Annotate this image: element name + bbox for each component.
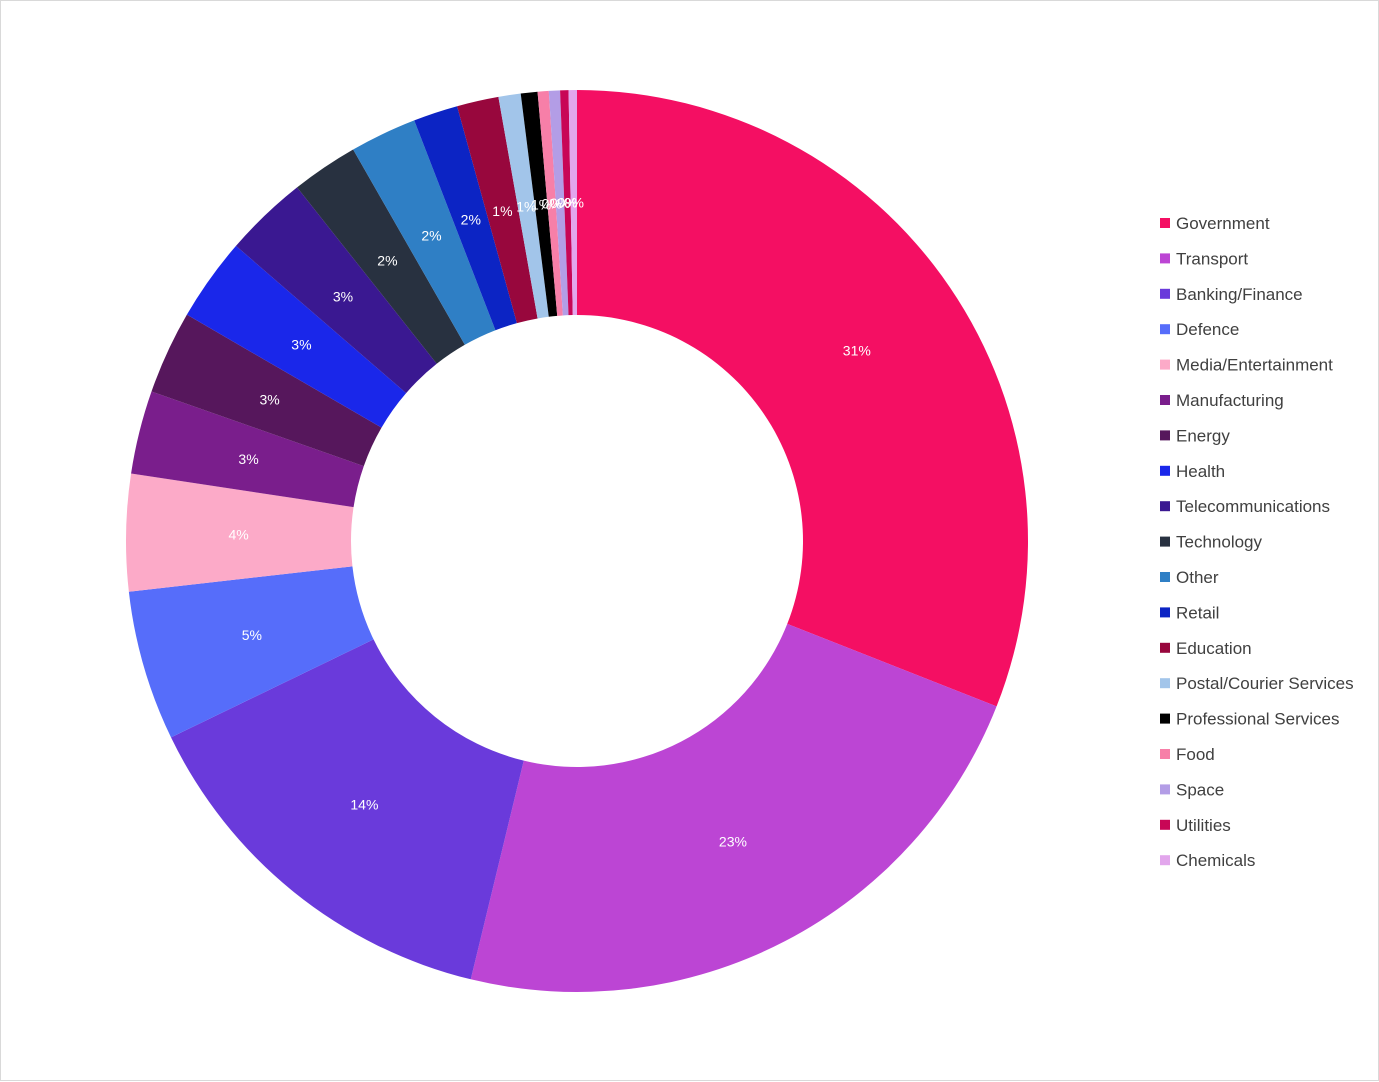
slice-label-banking-finance: 14% xyxy=(350,796,378,812)
legend-label-space: Space xyxy=(1176,780,1224,799)
slice-label-other: 2% xyxy=(421,227,441,243)
slice-label-utilities: 0% xyxy=(557,195,577,211)
slice-manufacturing xyxy=(131,391,364,508)
legend-label-media-entertainment: Media/Entertainment xyxy=(1176,356,1333,375)
legend-swatch-media-entertainment xyxy=(1160,359,1170,370)
slice-label-health: 3% xyxy=(291,336,311,352)
legend-swatch-government xyxy=(1160,218,1170,228)
legend-swatch-postal-courier-services xyxy=(1160,678,1170,689)
legend-swatch-education xyxy=(1160,642,1170,653)
legend-swatch-professional-services xyxy=(1160,713,1170,724)
legend-swatch-technology xyxy=(1160,536,1170,547)
legend-swatch-transport xyxy=(1160,253,1170,264)
legend-label-health: Health xyxy=(1176,462,1225,481)
slice-banking-finance xyxy=(171,639,524,980)
legend-swatch-utilities xyxy=(1160,819,1170,830)
slice-label-government: 31% xyxy=(843,343,871,359)
slice-label-food: 0% xyxy=(541,195,561,211)
legend-swatch-chemicals xyxy=(1160,855,1170,866)
slice-space xyxy=(548,90,569,316)
legend-swatch-energy xyxy=(1160,430,1170,441)
slice-utilities xyxy=(560,90,573,316)
slice-label-defence: 5% xyxy=(242,627,262,643)
legend-label-defence: Defence xyxy=(1176,320,1239,339)
slice-chemicals xyxy=(568,90,577,316)
slice-retail xyxy=(414,106,517,331)
legend-label-banking-finance: Banking/Finance xyxy=(1176,285,1303,304)
legend-label-transport: Transport xyxy=(1176,249,1248,268)
slice-label-transport: 23% xyxy=(719,833,747,849)
slice-label-technology: 2% xyxy=(377,253,397,269)
legend-swatch-manufacturing xyxy=(1160,395,1170,405)
slice-health xyxy=(186,245,407,428)
slice-defence xyxy=(128,566,374,738)
slice-government xyxy=(577,90,1028,707)
slice-postal-courier-services xyxy=(498,93,549,319)
slice-education xyxy=(457,96,538,324)
legend-label-postal-courier-services: Postal/Courier Services xyxy=(1176,674,1354,693)
slice-media-entertainment xyxy=(126,473,354,592)
legend-swatch-defence xyxy=(1160,324,1170,335)
slice-label-professional-services: 1% xyxy=(531,196,551,212)
slice-professional-services xyxy=(520,91,558,317)
slice-labels: 31%23%14%5%4%3%3%3%3%2%2%2%1% 1%1%0%0%0%0… xyxy=(228,195,870,850)
legend-label-technology: Technology xyxy=(1176,533,1263,552)
legend-label-utilities: Utilities xyxy=(1176,816,1231,835)
legend-swatch-retail xyxy=(1160,607,1170,618)
slice-food xyxy=(537,90,563,316)
slice-label-energy: 3% xyxy=(259,391,279,407)
legend-label-food: Food xyxy=(1176,745,1215,764)
slice-label-manufacturing: 3% xyxy=(238,451,258,467)
legend-label-government: Government xyxy=(1176,214,1270,233)
slice-label-retail: 2% xyxy=(461,212,481,228)
legend-swatch-space xyxy=(1160,784,1170,795)
legend-label-manufacturing: Manufacturing xyxy=(1176,391,1284,410)
legend-swatch-food xyxy=(1160,749,1170,759)
legend-label-telecommunications: Telecommunications xyxy=(1176,497,1330,516)
slice-label-space: 0% xyxy=(550,195,570,211)
slice-telecommunications xyxy=(235,187,437,394)
slice-technology xyxy=(297,149,465,364)
slice-label-education: 1% xyxy=(492,203,512,219)
legend-swatch-banking-finance xyxy=(1160,288,1170,299)
slice-energy xyxy=(151,314,382,467)
legend-label-chemicals: Chemicals xyxy=(1176,851,1255,870)
legend-label-retail: Retail xyxy=(1176,603,1219,622)
legend-label-other: Other xyxy=(1176,568,1219,587)
slice-transport xyxy=(470,623,997,992)
donut-slices xyxy=(126,90,1028,992)
legend-label-energy: Energy xyxy=(1176,426,1230,445)
legend-swatch-health xyxy=(1160,465,1170,476)
legend-swatch-telecommunications xyxy=(1160,501,1170,512)
legend-swatch-other xyxy=(1160,572,1170,582)
slice-other xyxy=(353,120,496,345)
legend: Government Transport Banking/Finance Defenc… xyxy=(1160,214,1354,870)
slice-label-telecommunications: 3% xyxy=(333,288,353,304)
slice-label-postal-courier-services: 1% xyxy=(516,198,536,214)
legend-label-professional-services: Professional Services xyxy=(1176,710,1339,729)
slice-label-chemicals: 0% xyxy=(564,195,584,211)
legend-label-education: Education xyxy=(1176,639,1252,658)
slice-label-media-entertainment: 4% xyxy=(228,527,248,543)
